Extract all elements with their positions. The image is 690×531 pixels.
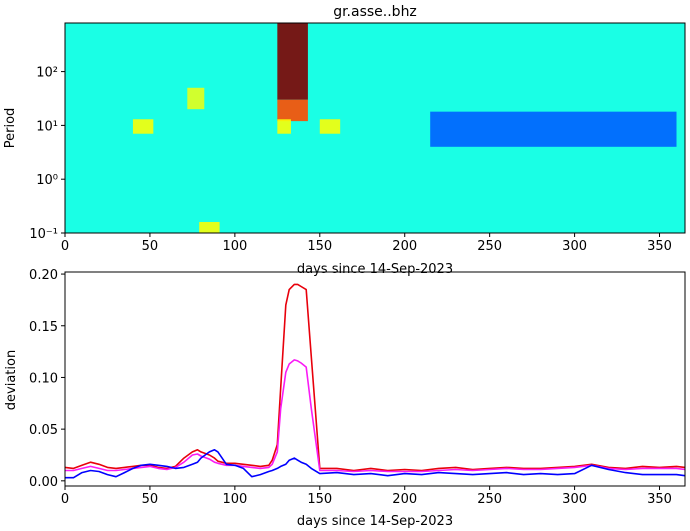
deviation-y-tick-label: 0.15 — [29, 320, 58, 335]
spectrogram-x-ticks: 0 50 100 150 200 250 300 350 — [61, 233, 672, 254]
spectrogram-title: gr.asse..bhz — [333, 4, 417, 20]
heatmap-x-tick-label: 0 — [61, 239, 69, 254]
heatmap-cell-5 — [199, 222, 220, 233]
heatmap-y-tick-label: 10⁻¹ — [29, 227, 58, 242]
deviation-series-line-0 — [64, 283, 686, 472]
heatmap-x-tick-label: 350 — [647, 239, 672, 254]
deviation-x-tick-label: 50 — [142, 492, 159, 507]
heatmap-x-tick-label: 300 — [562, 239, 587, 254]
heatmap-cell-0 — [277, 23, 308, 100]
heatmap-cell-3 — [132, 119, 154, 134]
heatmap-cell-1 — [277, 99, 308, 122]
heatmap-y-tick-label: 10¹ — [36, 119, 58, 134]
spectrogram-frame — [64, 22, 686, 234]
heatmap-cell-7 — [319, 119, 341, 134]
heatmap-x-tick-label: 250 — [477, 239, 502, 254]
deviation-x-tick-label: 300 — [562, 492, 587, 507]
deviation-y-tick-label: 0.05 — [29, 423, 58, 438]
heatmap-y-tick-label: 10⁰ — [36, 173, 58, 188]
deviation-x-tick-label: 100 — [222, 492, 247, 507]
deviation-x-label: days since 14-Sep-2023 — [297, 514, 453, 529]
heatmap-y-tick-label: 10² — [36, 66, 58, 81]
deviation-series-line-2 — [65, 448, 686, 479]
spectrogram-panel: gr.asse..bhz 0 50 100 150 200 250 300 350 10⁻¹1… — [3, 4, 686, 277]
deviation-y-label: deviation — [4, 350, 19, 410]
deviation-series-line-1 — [65, 359, 686, 473]
spectrogram-y-ticks: 10⁻¹ 10⁰ 10¹ 10² — [29, 66, 65, 242]
heatmap-cell-2 — [430, 111, 677, 147]
deviation-x-tick-label: 200 — [392, 492, 417, 507]
heatmap-cell-6 — [277, 119, 291, 134]
heatmap-x-tick-label: 50 — [142, 239, 159, 254]
deviation-x-tick-label: 250 — [477, 492, 502, 507]
deviation-y-tick-label: 0.00 — [29, 475, 58, 490]
deviation-frame — [64, 271, 686, 487]
spectrogram-cells — [65, 23, 685, 233]
deviation-y-tick-label: 0.10 — [29, 371, 58, 386]
deviation-x-ticks: 0 50 100 150 200 250 300 350 — [61, 486, 672, 507]
deviation-x-tick-label: 0 — [61, 492, 69, 507]
deviation-y-tick-label: 0.20 — [29, 268, 58, 283]
deviation-series — [64, 283, 686, 479]
heatmap-x-tick-label: 100 — [222, 239, 247, 254]
deviation-y-ticks: 0.00 0.05 0.10 0.15 0.20 — [29, 268, 65, 490]
deviation-x-tick-label: 150 — [307, 492, 332, 507]
deviation-x-tick-label: 350 — [647, 492, 672, 507]
heatmap-x-tick-label: 150 — [307, 239, 332, 254]
deviation-panel: 0 50 100 150 200 250 300 350 0.000.050.100.150.… — [4, 268, 686, 529]
heatmap-x-tick-label: 200 — [392, 239, 417, 254]
spectrogram-y-label: Period — [3, 108, 18, 149]
heatmap-cell-4 — [187, 87, 205, 110]
spectrogram-x-label: days since 14-Sep-2023 — [297, 262, 453, 277]
